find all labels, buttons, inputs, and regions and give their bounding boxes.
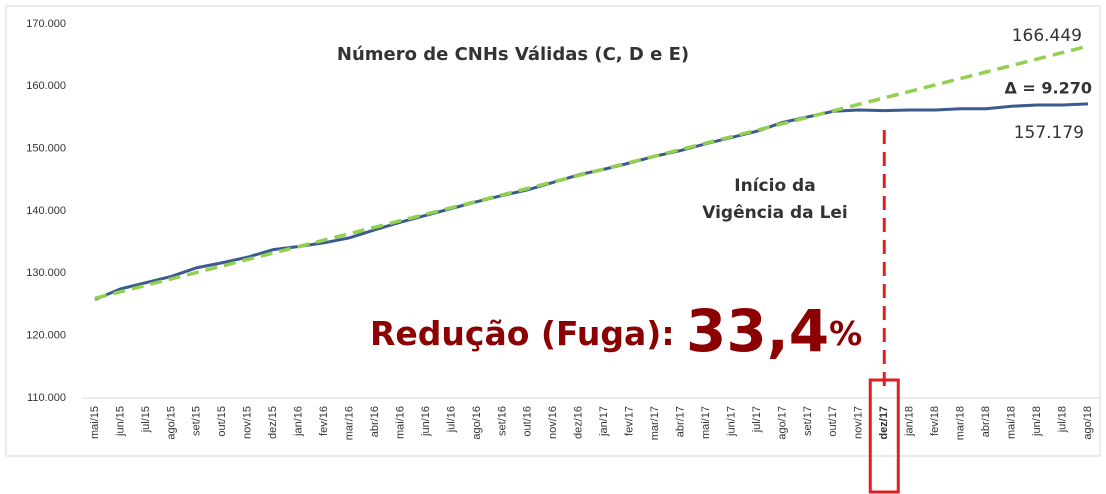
x-tick-label: set/17	[802, 406, 814, 436]
y-tick-label: 160.000	[26, 80, 66, 92]
y-tick-label: 140.000	[26, 205, 66, 217]
delta-label: Δ = 9.270	[1004, 79, 1092, 98]
x-tick-label: jul/15	[140, 406, 152, 433]
reduction-label: Redução (Fuga): 33,4%	[370, 297, 862, 365]
x-tick-label: jun/17	[725, 406, 737, 437]
reduction-prefix: Redução (Fuga):	[370, 314, 686, 353]
chart-title: Número de CNHs Válidas (C, D e E)	[337, 44, 689, 65]
law-label: Início da	[734, 176, 815, 196]
chart-frame	[5, 5, 1101, 457]
x-tick-label: mar/18	[955, 406, 967, 440]
x-tick-label: ago/17	[776, 406, 788, 440]
y-tick-label: 150.000	[26, 143, 66, 155]
x-tick-label: jan/18	[904, 406, 916, 437]
x-tick-label: jul/17	[751, 406, 763, 433]
x-tick-label: abr/17	[674, 406, 686, 437]
x-tick-label: nov/17	[853, 406, 865, 439]
x-tick-label: out/15	[216, 406, 228, 437]
x-tick-label: jul/16	[445, 406, 457, 433]
highlight-box	[868, 378, 900, 494]
x-tick-label: out/17	[827, 406, 839, 437]
x-tick-label: fev/18	[929, 406, 941, 436]
x-tick-label: fev/16	[318, 406, 330, 436]
x-tick-label: dez/17	[878, 406, 890, 440]
x-tick-label: dez/15	[267, 406, 279, 439]
x-tick-label: abr/18	[980, 406, 992, 437]
x-tick-label: ago/18	[1082, 406, 1094, 440]
x-tick-label: mai/18	[1005, 406, 1017, 439]
law-label: Vigência da Lei	[702, 203, 848, 223]
reduction-value: 33,4	[686, 297, 829, 365]
x-tick-label: fev/17	[624, 406, 636, 436]
x-tick-label: mar/17	[649, 406, 661, 440]
x-tick-label: dez/16	[573, 406, 585, 439]
x-tick-label: jan/16	[293, 406, 305, 437]
reduction-unit: %	[829, 314, 862, 353]
x-tick-label: nov/15	[242, 406, 254, 439]
x-tick-label: mai/16	[394, 406, 406, 439]
x-tick-label: abr/16	[369, 406, 381, 437]
x-tick-label: mai/17	[700, 406, 712, 439]
x-tick-label: ago/16	[471, 406, 483, 440]
x-tick-label: jun/18	[1031, 406, 1043, 437]
x-tick-label: jun/16	[420, 406, 432, 437]
x-tick-label: jun/15	[114, 406, 126, 437]
x-tick-label: out/16	[522, 406, 534, 437]
data-line	[94, 102, 1089, 301]
x-tick-label: mai/15	[89, 406, 101, 439]
y-tick-label: 130.000	[26, 267, 66, 279]
trend-end-label: 166.449	[1012, 26, 1082, 46]
x-tick-label: set/15	[191, 406, 203, 436]
y-tick-label: 110.000	[27, 392, 66, 404]
x-tick-label: set/16	[496, 406, 508, 436]
y-tick-label: 170.000	[26, 18, 66, 30]
y-tick-label: 120.000	[26, 330, 66, 342]
x-tick-label: jan/17	[598, 406, 610, 437]
x-tick-label: ago/15	[165, 406, 177, 440]
x-tick-label: nov/16	[547, 406, 559, 439]
x-tick-label: mar/16	[344, 406, 356, 440]
actual-end-label: 157.179	[1014, 123, 1084, 143]
x-tick-label: jul/18	[1056, 406, 1068, 433]
